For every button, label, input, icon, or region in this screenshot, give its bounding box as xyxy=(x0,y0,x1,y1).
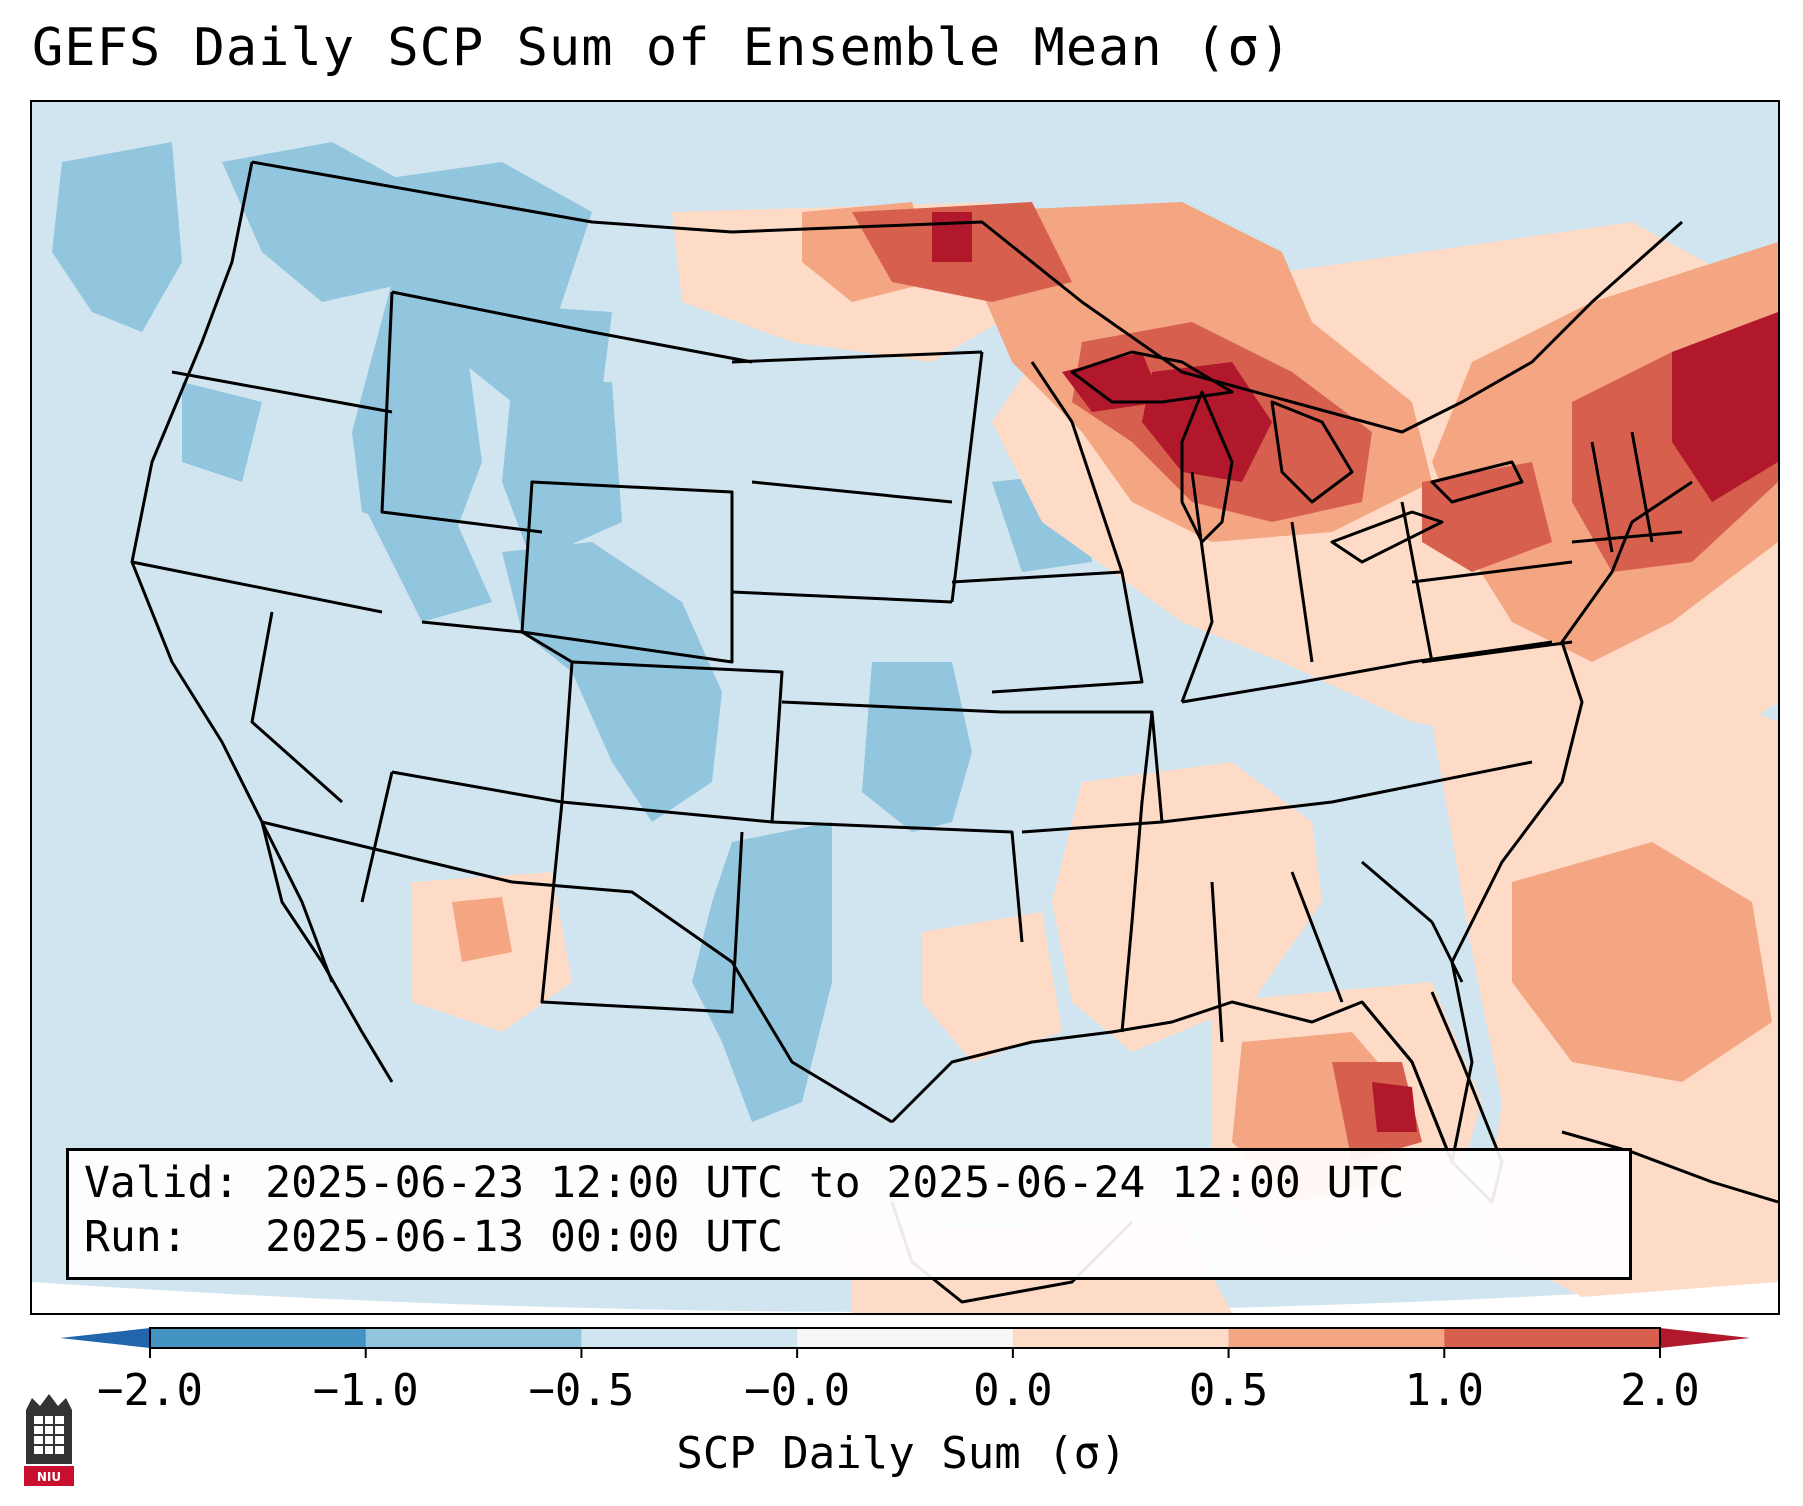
ne-interior-strong xyxy=(1422,462,1552,572)
atlantic-coast xyxy=(1450,480,1693,1163)
colorbar-ticks xyxy=(149,1348,1661,1358)
colorbar-extend-high xyxy=(1660,1328,1750,1348)
lake-huron xyxy=(1270,400,1354,504)
logo-text: NIU xyxy=(37,1470,61,1484)
nevada-anomaly xyxy=(362,502,492,622)
chart-title: GEFS Daily SCP Sum of Ensemble Mean (σ) xyxy=(32,18,1292,78)
idaho-border xyxy=(380,291,543,534)
lake-erie-ontario xyxy=(1330,460,1524,564)
new-england-extreme xyxy=(1672,312,1778,502)
florida-extreme xyxy=(1372,1082,1417,1132)
plains-south-light xyxy=(922,912,1062,1062)
north-dakota-extreme xyxy=(932,212,972,262)
kansas-oklahoma-anomaly xyxy=(862,662,972,832)
arizona-moderate xyxy=(452,897,512,962)
canada-border xyxy=(251,160,1683,434)
run-time-text: Run: 2025-06-13 00:00 UTC xyxy=(84,1212,783,1262)
colorbar-tick-label: −0.5 xyxy=(528,1365,635,1416)
ny-pa-border xyxy=(1411,560,1573,664)
kansas-ok-border xyxy=(771,700,1024,943)
lake-michigan-extreme xyxy=(1142,362,1272,482)
atlantic-moderate xyxy=(1512,842,1772,1082)
ms-river xyxy=(1030,361,1154,1033)
wyoming-border xyxy=(520,480,734,664)
colorbar-tick-label: −2.0 xyxy=(97,1365,203,1416)
negative-anomaly-layer xyxy=(52,142,1092,1122)
texas-anomaly xyxy=(692,822,832,1122)
southeast-light xyxy=(1052,762,1322,1052)
kentucky-tn-border xyxy=(1161,640,1553,824)
colorbar-tick-label: −0.0 xyxy=(744,1365,851,1416)
colorbar-bin xyxy=(150,1328,367,1348)
mexico-border xyxy=(261,820,893,1124)
cuba xyxy=(1561,1130,1778,1204)
ca-nv-border xyxy=(250,611,343,804)
colorbar-tick-label: 0.0 xyxy=(973,1365,1053,1416)
colorado-border xyxy=(561,660,784,824)
colorbar-bin xyxy=(1228,1328,1445,1348)
valid-time-text: Valid: 2025-06-23 12:00 UTC to 2025-06-2… xyxy=(84,1158,1405,1208)
montana-border xyxy=(391,290,753,364)
pacific-nw-anomaly xyxy=(52,142,182,332)
wa-or-border xyxy=(171,370,393,414)
pacific-coast xyxy=(130,161,334,983)
colorbar-tick-label: 0.5 xyxy=(1188,1365,1269,1416)
mn-ia-mo-border xyxy=(950,351,1164,834)
lake-superior xyxy=(1070,350,1234,404)
colorbar-bin xyxy=(797,1328,1014,1348)
map-svg xyxy=(32,102,1778,1313)
colorbar-bins xyxy=(150,1328,1661,1348)
valid-run-info-box: Valid: 2025-06-23 12:00 UTC to 2025-06-2… xyxy=(66,1148,1632,1280)
dakotas-border xyxy=(731,350,983,604)
arizona-nm-border xyxy=(360,771,744,1014)
baja xyxy=(260,821,394,1083)
colorbar xyxy=(60,1327,1750,1358)
colorbar-bin xyxy=(1012,1328,1230,1348)
wa-coast-anomaly xyxy=(182,382,262,482)
wyoming-anomaly xyxy=(502,382,622,562)
utah-colorado-anomaly xyxy=(502,542,722,822)
colorbar-tick-label: −1.0 xyxy=(312,1365,419,1416)
colorbar-extend-low xyxy=(60,1328,150,1348)
niu-logo: NIU xyxy=(24,1394,74,1486)
colorbar-outline xyxy=(149,1327,1661,1349)
colorbar-tick-label: 2.0 xyxy=(1620,1365,1700,1416)
southeast-borders xyxy=(1210,860,1464,1043)
colorbar-bin xyxy=(581,1328,798,1348)
colorbar-label: SCP Daily Sum (σ) xyxy=(676,1428,1127,1479)
lake-michigan xyxy=(1180,390,1234,544)
or-ca-border xyxy=(131,560,383,614)
new-england-borders xyxy=(1571,431,1683,553)
colorbar-bin xyxy=(365,1328,582,1348)
colorbar-tick-label: 1.0 xyxy=(1404,1365,1485,1416)
colorbar-bin xyxy=(1444,1328,1661,1348)
map-panel xyxy=(30,100,1780,1315)
